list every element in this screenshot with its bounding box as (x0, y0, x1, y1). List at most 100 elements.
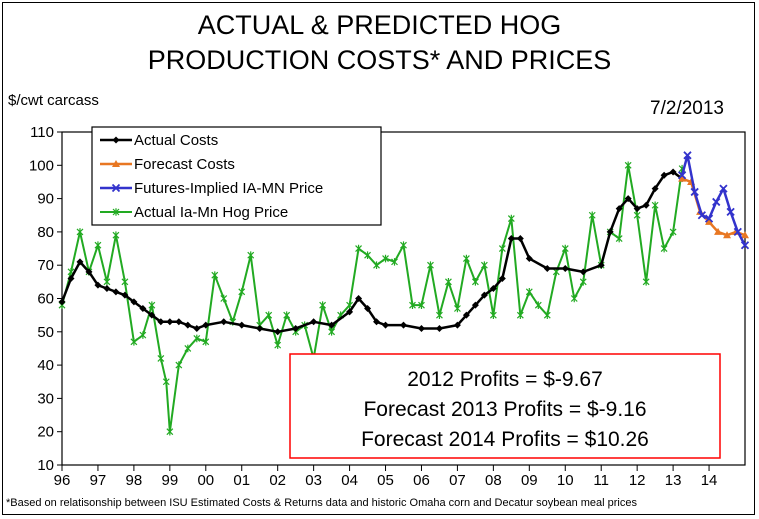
data-point (94, 241, 102, 250)
data-point (445, 278, 452, 286)
data-point (382, 254, 389, 263)
chart-date: 7/2/2013 (650, 98, 724, 119)
data-point (139, 331, 147, 339)
data-point (355, 244, 362, 253)
data-point (157, 318, 165, 326)
y-tick-label: 60 (37, 291, 54, 308)
data-point (400, 241, 407, 250)
data-point (382, 321, 390, 329)
data-point (391, 258, 398, 266)
data-point (543, 311, 551, 319)
data-point (202, 321, 210, 329)
data-point (453, 304, 461, 313)
data-point (579, 278, 587, 286)
y-tick-label: 70 (37, 257, 54, 274)
data-point (741, 231, 749, 239)
data-point (471, 301, 479, 309)
data-point (615, 234, 623, 243)
legend-label: Actual Costs (134, 132, 218, 149)
data-point (588, 211, 596, 220)
data-point (292, 324, 300, 332)
data-point (121, 278, 129, 286)
x-tick-label: 02 (269, 472, 286, 489)
chart-subtitle: PRODUCTION COSTS* AND PRICES (147, 45, 612, 75)
x-tick-label: 98 (126, 472, 143, 489)
data-point (238, 288, 246, 296)
x-tick-label: 08 (485, 472, 502, 489)
data-point (166, 427, 174, 436)
y-tick-label: 50 (37, 324, 54, 341)
x-tick-label: 00 (197, 472, 214, 489)
data-point (579, 268, 587, 276)
chart-title: ACTUAL & PREDICTED HOG (197, 10, 562, 40)
data-point (220, 294, 228, 303)
data-point (436, 311, 443, 319)
data-point (705, 217, 714, 225)
data-point (498, 275, 506, 283)
profit-box (289, 353, 721, 459)
footnote: *Based on relatisonship between ISU Esti… (6, 497, 637, 509)
data-point (714, 227, 723, 235)
data-point (615, 205, 623, 213)
data-point (712, 197, 721, 207)
data-point (112, 208, 120, 216)
x-tick-label: 99 (161, 472, 178, 489)
data-point (373, 261, 380, 269)
data-point (184, 321, 192, 329)
data-point (624, 161, 632, 170)
data-point (76, 258, 84, 266)
x-tick-label: 13 (665, 472, 682, 489)
x-tick-label: 11 (593, 472, 609, 489)
data-point (328, 321, 336, 329)
x-tick-label: 03 (305, 472, 322, 489)
y-tick-label: 110 (30, 124, 54, 141)
profit-text: Forecast 2014 Profits = $10.26 (361, 428, 649, 451)
data-point (561, 265, 569, 273)
data-point (139, 304, 147, 312)
data-point (651, 201, 659, 210)
data-point (516, 311, 524, 319)
x-tick-label: 12 (629, 472, 646, 489)
data-point (162, 377, 170, 386)
data-point (525, 255, 533, 263)
data-point (111, 183, 121, 193)
series-futures-implied-ia-mn-price (677, 151, 750, 250)
data-point (112, 160, 120, 167)
legend-label: Actual Ia-Mn Hog Price (134, 204, 288, 221)
data-point (193, 324, 201, 332)
data-point (480, 261, 488, 269)
x-tick-label: 14 (701, 472, 718, 489)
data-point (373, 318, 381, 326)
data-point (677, 171, 687, 180)
y-tick-label: 100 (29, 157, 54, 174)
data-point (498, 244, 506, 253)
data-point (193, 334, 201, 343)
data-point (166, 318, 174, 326)
series-actual-ia-mn-hog-price (58, 161, 686, 436)
legend-label: Futures-Implied IA-MN Price (134, 180, 323, 197)
data-point (265, 311, 273, 319)
data-point (67, 275, 75, 283)
y-tick-label: 90 (37, 191, 54, 208)
data-point (409, 301, 416, 309)
data-point (175, 361, 183, 369)
data-point (319, 301, 327, 309)
data-point (130, 298, 138, 306)
data-point (211, 271, 219, 279)
data-point (121, 291, 129, 299)
legend: Actual Costs Forecast Costs Futures-Implie… (91, 126, 382, 226)
data-point (346, 308, 354, 316)
legend-box (91, 126, 382, 226)
data-point (364, 304, 372, 312)
data-point (462, 311, 470, 319)
data-point (489, 285, 497, 293)
data-point (427, 261, 434, 269)
data-point (719, 184, 728, 193)
x-tick-label: 05 (377, 472, 394, 489)
y-axis-label: $/cwt carcass (8, 92, 99, 109)
data-point (597, 261, 605, 269)
data-point (130, 337, 138, 346)
x-tick-label: 10 (557, 472, 574, 489)
data-point (633, 211, 641, 220)
